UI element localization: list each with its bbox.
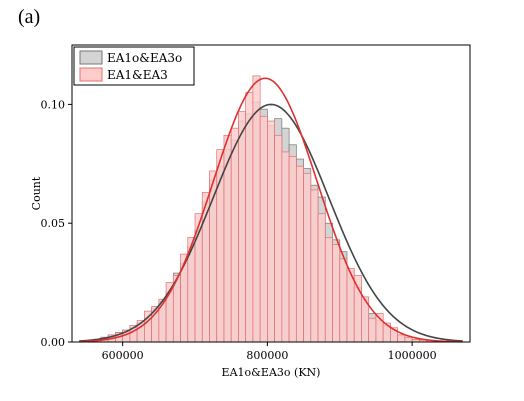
histogram-bar: [397, 334, 406, 343]
histogram-bar: [223, 134, 232, 343]
x-tick-label: 800000: [246, 349, 288, 362]
histogram-bar: [274, 134, 283, 343]
histogram-bar: [332, 244, 341, 343]
histogram-bar: [230, 127, 239, 343]
histogram-bar: [252, 75, 261, 343]
histogram-bar: [339, 258, 348, 343]
legend-swatch-eA1o: [79, 50, 103, 65]
histogram-bar: [404, 336, 413, 343]
series-eA1-bars: [86, 75, 456, 343]
y-tick-label: 0.05: [41, 217, 66, 230]
histogram-bar: [303, 172, 312, 343]
histogram-bar: [324, 237, 333, 343]
histogram-bar: [238, 111, 247, 343]
legend-label-eA1: EA1&EA3: [107, 68, 168, 82]
x-axis-label: EA1o&EA3o (KN): [222, 366, 321, 379]
x-axis-ticks: 600000 800000 1000000: [102, 342, 437, 362]
histogram-bar: [281, 151, 290, 343]
y-axis-ticks: 0.00 0.05 0.10: [41, 98, 72, 349]
histogram-bar: [310, 189, 319, 343]
series-eA1-fit-curve: [79, 77, 463, 343]
histogram-bar: [267, 120, 275, 343]
y-tick-label: 0.10: [41, 98, 66, 111]
legend-swatch-eA1: [79, 67, 103, 82]
plot-frame: [71, 44, 471, 343]
histogram-bar: [317, 213, 326, 343]
histogram-bar: [288, 156, 297, 343]
histogram-bar: [245, 92, 254, 343]
histogram-bar: [259, 115, 268, 343]
legend-label-eA1o: EA1o&EA3o: [107, 51, 182, 65]
y-tick-label: 0.00: [41, 336, 66, 349]
histogram-bar: [368, 317, 377, 343]
series-eA1o-fit-curve: [79, 103, 463, 342]
legend: EA1o&EA3o EA1&EA3: [73, 46, 195, 86]
y-axis-label: Count: [30, 176, 43, 210]
histogram-bar: [295, 165, 304, 343]
panel-label: (a): [18, 6, 41, 28]
histogram-bar: [353, 275, 362, 343]
histogram-bar: [158, 298, 167, 343]
x-tick-label: 600000: [102, 349, 144, 362]
x-tick-label: 1000000: [388, 349, 437, 362]
